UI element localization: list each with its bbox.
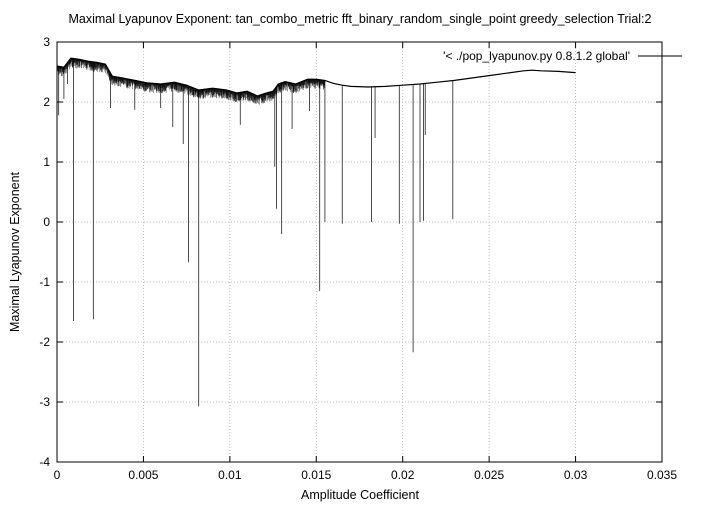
x-tick-label: 0.03 [564,468,588,482]
y-tick-label: 2 [43,95,50,109]
y-tick-label: 1 [43,155,50,169]
y-tick-label: 0 [43,215,50,229]
y-tick-label: 3 [43,35,50,49]
y-tick-label: -2 [39,335,50,349]
y-tick-label: -3 [39,395,50,409]
y-tick-label: -1 [39,275,50,289]
legend-label: '< ./pop_lyapunov.py 0.8.1.2 global' [443,49,630,63]
y-tick-label: -4 [39,455,50,469]
x-tick-label: 0.01 [218,468,242,482]
x-tick-label: 0.035 [647,468,677,482]
x-tick-label: 0.005 [128,468,158,482]
y-axis-label: Maximal Lyapunov Exponent [8,171,22,332]
x-tick-label: 0 [54,468,61,482]
x-axis-label: Amplitude Coefficient [301,488,419,502]
chart-title: Maximal Lyapunov Exponent: tan_combo_met… [69,12,652,26]
x-tick-label: 0.015 [301,468,331,482]
legend: '< ./pop_lyapunov.py 0.8.1.2 global' [443,49,682,63]
plot-border [56,41,663,463]
x-tick-label: 0.02 [391,468,415,482]
series-layer [56,57,576,407]
x-tick-label: 0.025 [474,468,504,482]
grid [57,42,662,462]
series-line [56,57,576,97]
axis-ticks: 0 0.005 0.01 0.015 0.02 0.025 0.03 0.035 -4 -3 -2 -… [39,35,677,482]
